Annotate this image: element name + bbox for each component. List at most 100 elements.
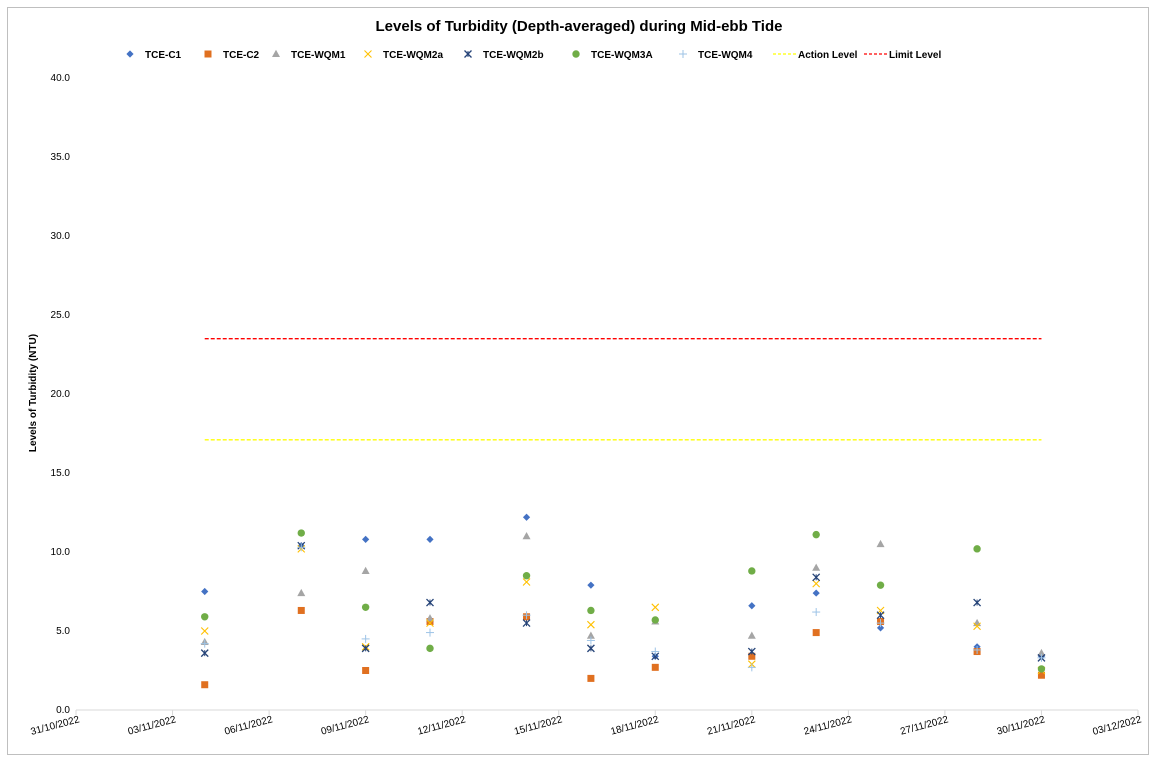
legend-label: TCE-WQM3A: [591, 50, 653, 61]
data-point: [426, 598, 434, 607]
data-point: [361, 566, 370, 574]
data-point: [426, 614, 434, 622]
data-point: [876, 624, 885, 632]
data-point: [361, 634, 370, 643]
data-point: [1037, 665, 1046, 673]
data-point: [651, 616, 659, 624]
y-tick-label: 35.0: [51, 152, 71, 163]
legend-item: TCE-WQM3A: [572, 50, 653, 61]
x-tick-label: 27/11/2022: [899, 714, 950, 738]
data-point: [522, 513, 531, 521]
data-point: [973, 645, 982, 654]
data-point: [587, 581, 595, 589]
x-tick-label: 15/11/2022: [513, 714, 564, 738]
data-point: [651, 663, 659, 671]
data-point: [200, 627, 209, 635]
data-point: [812, 608, 821, 617]
data-point: [973, 545, 981, 553]
x-tick-label: 24/11/2022: [803, 714, 854, 738]
legend-label: TCE-WQM2a: [383, 50, 443, 61]
data-point: [651, 603, 660, 612]
legend: TCE-C1 TCE-C2 TCE-WQM1 TCE-WQM2a TCE-WQM2b TC…: [126, 49, 941, 61]
chart-title: Levels of Turbidity (Depth-averaged) dur…: [376, 18, 783, 35]
data-point: [587, 674, 595, 682]
x-tick-label: 06/11/2022: [223, 714, 274, 738]
data-point: [426, 628, 434, 637]
data-point: [361, 603, 370, 611]
legend-label: Limit Level: [889, 50, 941, 61]
y-tick-label: 25.0: [51, 310, 71, 321]
data-point: [200, 639, 209, 648]
data-point: [586, 631, 595, 639]
data-point: [522, 611, 531, 620]
y-tick-label: 15.0: [51, 468, 71, 479]
legend-marker: [272, 49, 280, 57]
data-point: [812, 563, 821, 571]
y-tick-label: 0.0: [56, 705, 70, 716]
data-point: [747, 631, 756, 639]
legend-item: TCE-C1: [126, 50, 182, 61]
legend-marker: [204, 50, 212, 58]
x-tick-label: 12/11/2022: [416, 714, 467, 738]
data-point: [586, 644, 595, 653]
data-point: [297, 588, 306, 597]
legend-label: TCE-WQM4: [698, 50, 753, 61]
data-point: [1037, 648, 1046, 657]
legend-label: TCE-C2: [223, 50, 260, 61]
legend-marker: [464, 50, 472, 58]
data-point: [362, 667, 370, 674]
data-point: [1037, 671, 1045, 679]
x-tick-label: 03/11/2022: [127, 714, 178, 738]
data-point: [651, 647, 660, 656]
data-point: [200, 649, 209, 658]
data-points: [200, 513, 1046, 689]
data-point: [747, 647, 756, 656]
chart-frame: Levels of Turbidity (Depth-averaged) dur…: [7, 7, 1149, 755]
legend-item: Limit Level: [864, 50, 941, 61]
legend-label: TCE-C1: [145, 50, 182, 61]
data-point: [522, 572, 531, 580]
data-point: [362, 535, 370, 543]
data-point: [426, 619, 434, 627]
legend-marker: [679, 50, 687, 58]
legend-marker: [126, 50, 134, 58]
x-tick-label: 21/11/2022: [706, 714, 757, 738]
data-point: [748, 602, 756, 610]
data-point: [973, 622, 981, 631]
legend-label: TCE-WQM1: [291, 50, 346, 61]
data-point: [522, 578, 531, 586]
data-point: [876, 539, 885, 548]
data-point: [201, 613, 209, 621]
y-tick-label: 10.0: [51, 547, 71, 558]
data-point: [522, 619, 531, 628]
y-tick-label: 30.0: [51, 231, 71, 242]
data-point: [876, 611, 885, 620]
series-tce-wqm4: [200, 543, 1046, 672]
legend-label: TCE-WQM2b: [483, 50, 544, 61]
x-tick-label: 30/11/2022: [996, 714, 1047, 738]
legend-item: TCE-WQM2a: [364, 50, 443, 61]
data-point: [297, 529, 305, 537]
x-tick-label: 03/12/2022: [1092, 714, 1144, 738]
data-point: [586, 636, 595, 645]
series-tce-wqm2a: [200, 544, 1046, 675]
data-point: [201, 587, 209, 596]
series-tce-wqm1: [200, 532, 1046, 657]
legend-marker: [364, 50, 372, 58]
data-point: [587, 620, 595, 629]
data-point: [426, 535, 434, 543]
series-tce-c1: [201, 513, 1046, 660]
legend-item: Action Level: [773, 50, 858, 61]
x-tick-label: 31/10/2022: [30, 714, 82, 738]
data-point: [201, 681, 209, 689]
data-point: [297, 543, 306, 552]
y-tick-label: 40.0: [51, 73, 71, 84]
reference-lines: [204, 338, 1042, 441]
legend-label: Action Level: [798, 50, 858, 61]
data-point: [876, 581, 885, 589]
legend-item: TCE-C2: [204, 50, 260, 61]
legend-item: TCE-WQM1: [272, 49, 346, 61]
y-axis-title: Levels of Turbidity (NTU): [28, 334, 39, 452]
data-point: [587, 606, 595, 615]
x-tick-label: 18/11/2022: [610, 714, 661, 738]
